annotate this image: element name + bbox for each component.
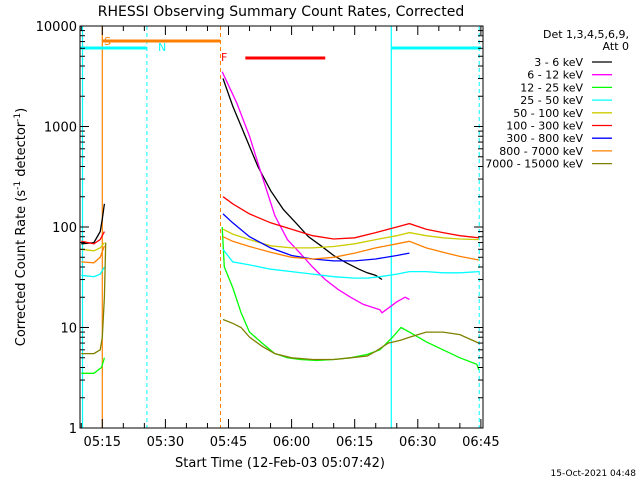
legend-label-6: 100 - 300 keV [506,120,583,133]
series-line-1-segment-2 [222,78,383,281]
y-tick-label: 1000 [44,121,77,136]
series-line-8-segment-1 [81,245,106,264]
legend-label-5: 50 - 100 keV [513,107,583,120]
annotation-f: F [221,51,227,64]
legend-label-1: 3 - 6 keV [534,56,583,69]
annotation-n: N [158,41,166,54]
series-line-4-segment-1 [81,266,105,278]
x-tick-label: 06:45 [462,435,499,450]
x-axis-label: Start Time (12-Feb-03 05:07:42) [175,456,385,471]
series-line-8-segment-2 [222,236,479,261]
series-line-4-segment-2 [222,248,479,279]
annotation-s: S [104,35,111,48]
series-line-6-segment-2 [222,196,479,240]
series-line-9-segment-2 [222,318,480,361]
legend-label-4: 25 - 50 keV [520,94,583,107]
series-line-7-segment-1 [222,213,410,262]
y-axis-label: Corrected Count Rate (s-1 detector-1) [13,108,29,346]
x-tick-label: 05:15 [84,435,121,450]
footer-date: 15-Oct-2021 04:48 [551,469,637,479]
y-tick-label: 10000 [36,20,77,35]
y-tick-label: 100 [52,221,77,236]
chart-title: RHESSI Observing Summary Count Rates, Co… [98,4,464,20]
y-tick-label: 10 [60,322,77,337]
plot-area: S N F [80,26,481,428]
axes: 1 10 100 1000 10000 05:15 05:30 05:45 06:00 06:15… [36,20,500,450]
legend-label-3: 12 - 25 keV [520,81,583,94]
series-line-9-segment-1 [81,242,107,355]
x-tick-label: 06:15 [336,435,373,450]
series-line-5-segment-1 [81,242,105,252]
legend-label-9: 7000 - 15000 keV [485,158,583,171]
legend-label-8: 800 - 7000 keV [499,145,583,158]
series-line-3-segment-1 [81,357,106,374]
y-tick-label: 1 [69,422,77,437]
series-line-6-segment-1 [81,231,105,245]
x-tick-label: 05:45 [210,435,247,450]
series-line-5-segment-2 [222,228,479,249]
x-tick-label: 05:30 [147,435,184,450]
series-line-2-segment-1 [221,71,410,314]
legend-label-2: 6 - 12 keV [527,69,583,82]
legend-header-line-1: Det 1,3,4,5,6,9, [543,28,629,41]
x-tick-label: 06:00 [273,435,310,450]
legend-label-7: 300 - 800 keV [506,132,583,145]
legend-header-line-2: Att 0 [603,40,629,53]
series-line-3-segment-2 [221,226,480,370]
x-tick-label: 06:30 [399,435,436,450]
